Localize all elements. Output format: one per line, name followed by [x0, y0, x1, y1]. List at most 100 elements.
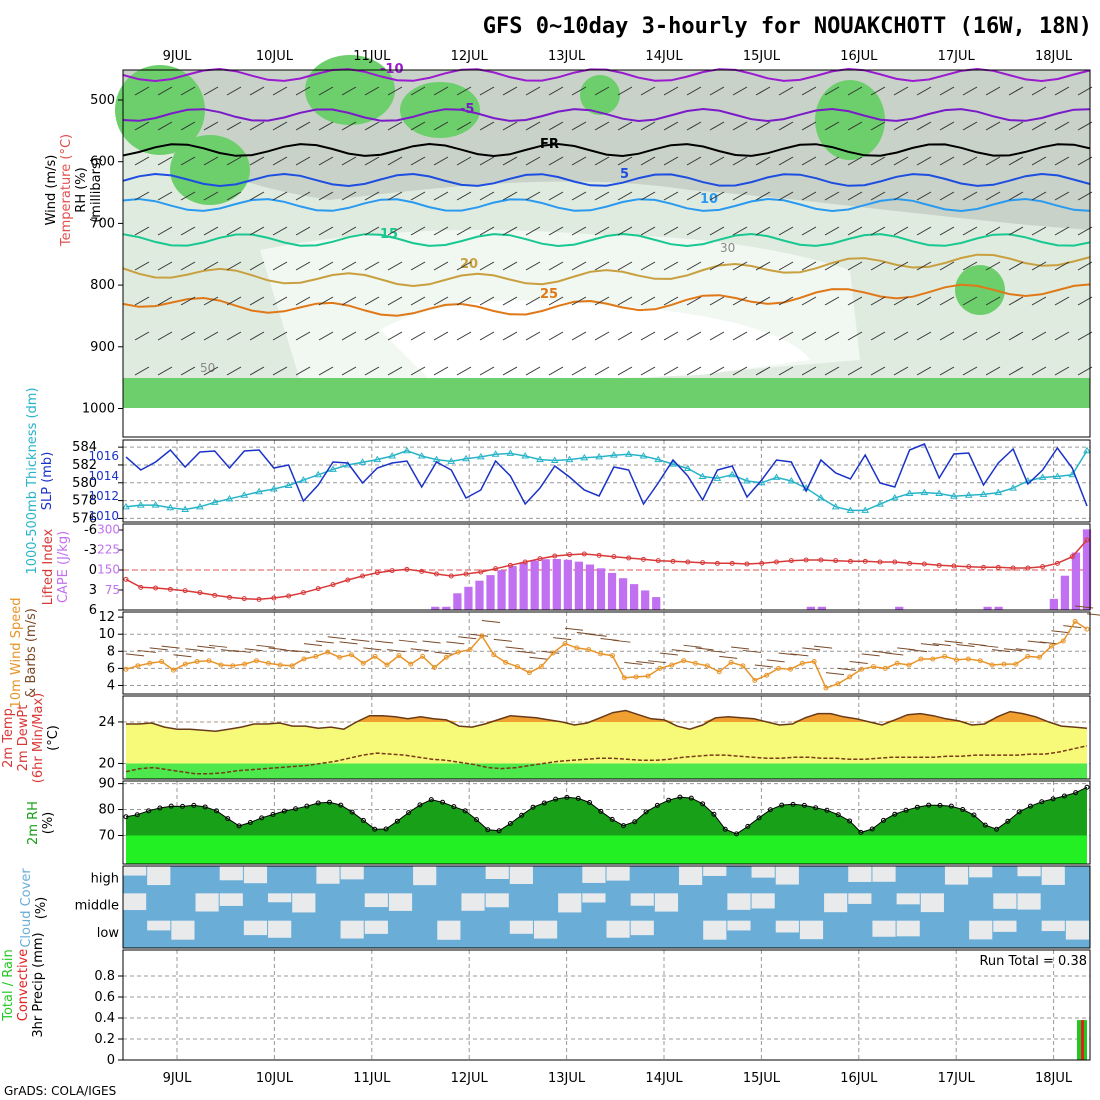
wind-speed-point	[906, 662, 912, 668]
thickness-point	[550, 456, 559, 463]
thickness-point	[979, 490, 988, 497]
rh-point	[824, 807, 830, 813]
cape-bar	[1049, 598, 1058, 610]
rh-point	[293, 806, 299, 812]
thickness-point	[1068, 470, 1077, 478]
wind-speed-point	[740, 663, 746, 669]
wind-barb	[410, 156, 426, 166]
pressure-tick: 700	[90, 216, 115, 231]
wind-barb	[433, 191, 449, 201]
wind-barb	[962, 296, 978, 306]
wind-barb	[732, 156, 748, 166]
rh-fill-low	[126, 835, 1087, 864]
rh-point	[745, 823, 751, 829]
wind-speed-point	[455, 649, 461, 655]
wind-barb	[640, 226, 656, 236]
cloud-gap	[1041, 920, 1065, 932]
wind-barb	[364, 121, 380, 131]
wind-barb	[617, 121, 633, 131]
wind-barb	[571, 261, 587, 271]
thickness-point	[964, 491, 973, 498]
rh-point	[813, 805, 819, 811]
rh-point	[609, 816, 615, 822]
wind-speed-point	[823, 685, 829, 691]
cloud-gap	[703, 866, 727, 876]
lifted-index-point	[256, 596, 262, 602]
wind-barb	[640, 261, 656, 271]
bottom-date-label: 18JUL	[1035, 1071, 1073, 1086]
rh-point	[541, 800, 547, 806]
isotherm-FR	[122, 142, 1091, 158]
lifted-index-point	[537, 556, 543, 562]
thickness-point	[240, 491, 249, 498]
wind-speed-point	[515, 664, 521, 670]
wind-speed-point	[787, 666, 793, 672]
wind-barb	[847, 191, 863, 201]
wind-barb	[479, 226, 495, 236]
wind-speed-point	[942, 653, 948, 659]
wind-barb	[1054, 331, 1070, 341]
wind-barb	[256, 644, 275, 648]
wind-barb	[1031, 296, 1047, 306]
lifted-index-point	[522, 559, 528, 565]
rh-label: 30	[720, 241, 735, 255]
lifted-index-point	[330, 582, 336, 588]
rh-label: 2m RH	[26, 801, 41, 845]
wind-barb	[801, 191, 817, 201]
wind-barb	[318, 296, 334, 306]
wind-barb	[502, 156, 518, 166]
upper-air-label: RH (%)	[74, 167, 89, 212]
wind-barb	[456, 226, 472, 236]
wind-barb	[295, 226, 311, 236]
wind-barb	[985, 121, 1001, 131]
top-date-label: 10JUL	[256, 49, 294, 64]
rh-point	[123, 814, 129, 820]
wind-barb	[588, 633, 607, 637]
slp-tick: 1012	[88, 489, 119, 503]
wind-speed-point	[977, 658, 983, 664]
wind-barb	[709, 191, 725, 201]
wind-barb	[686, 121, 702, 131]
wind-barb	[502, 261, 518, 271]
wind-barb	[847, 296, 863, 306]
wind-barb	[364, 296, 380, 306]
wind-speed-point	[776, 665, 782, 671]
wind-speed-point	[325, 649, 331, 655]
lifted-index-point	[640, 556, 646, 562]
thickness-label: 1000-500mb Thickness (dm)	[25, 387, 40, 574]
wind-barb	[985, 331, 1001, 341]
wind-barb	[640, 156, 656, 166]
wind-barb	[295, 121, 311, 131]
wind-barb	[387, 121, 403, 131]
wind-barb	[157, 156, 173, 166]
wind-barb	[272, 366, 288, 376]
wind-barb	[939, 296, 955, 306]
precip-tick: 0.6	[94, 990, 115, 1005]
cloud-gap	[872, 866, 896, 882]
wind-speed-point	[716, 669, 722, 675]
wind-barb	[571, 366, 587, 376]
isotherm-label: -5	[460, 102, 474, 117]
wind-barb	[272, 121, 288, 131]
thickness-point	[683, 464, 692, 472]
wind-barb	[456, 191, 472, 201]
wind-barb	[525, 331, 541, 341]
lifted-index-point	[1054, 560, 1060, 566]
wind-barb	[709, 226, 725, 236]
cloud-gap	[848, 866, 872, 882]
thickness-point	[595, 452, 603, 460]
wind-barb	[893, 366, 909, 376]
rh-point	[281, 808, 287, 814]
wind-barb	[870, 191, 886, 201]
temp-line	[126, 709, 1088, 733]
wind-barb	[801, 331, 817, 341]
wind-barb	[387, 296, 403, 306]
wind-barb	[434, 651, 453, 655]
bottom-date-label: 12JUL	[451, 1071, 489, 1086]
bottom-date-label: 9JUL	[163, 1071, 193, 1086]
wind-barb	[479, 121, 495, 131]
cloud-gap	[364, 920, 388, 934]
wind-barb	[755, 191, 771, 201]
lifted-index-point	[611, 554, 617, 560]
thickness-point	[846, 506, 855, 513]
